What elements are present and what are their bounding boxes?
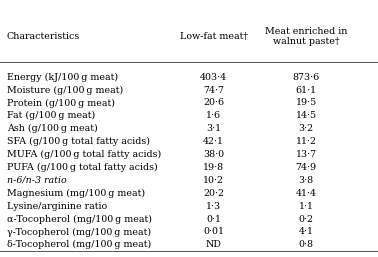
Text: 20·6: 20·6: [203, 98, 224, 107]
Text: 10·2: 10·2: [203, 176, 224, 185]
Text: 41·4: 41·4: [296, 189, 317, 198]
Text: 19·8: 19·8: [203, 163, 224, 172]
Text: Energy (kJ/100 g meat): Energy (kJ/100 g meat): [7, 72, 118, 82]
Text: Fat (g/100 g meat): Fat (g/100 g meat): [7, 111, 95, 121]
Text: 3·1: 3·1: [206, 124, 221, 133]
Text: 74·9: 74·9: [296, 163, 317, 172]
Text: SFA (g/100 g total fatty acids): SFA (g/100 g total fatty acids): [7, 137, 150, 146]
Text: 0·2: 0·2: [299, 215, 314, 224]
Text: 74·7: 74·7: [203, 86, 224, 95]
Text: 1·6: 1·6: [206, 111, 221, 120]
Text: Ash (g/100 g meat): Ash (g/100 g meat): [7, 124, 98, 133]
Text: PUFA (g/100 g total fatty acids): PUFA (g/100 g total fatty acids): [7, 163, 158, 172]
Text: 403·4: 403·4: [200, 73, 227, 82]
Text: 0·01: 0·01: [203, 227, 224, 236]
Text: Moisture (g/100 g meat): Moisture (g/100 g meat): [7, 86, 123, 95]
Text: δ-Tocopherol (mg/100 g meat): δ-Tocopherol (mg/100 g meat): [7, 240, 151, 250]
Text: 873·6: 873·6: [293, 73, 320, 82]
Text: 3·2: 3·2: [299, 124, 314, 133]
Text: 19·5: 19·5: [296, 98, 317, 107]
Text: 61·1: 61·1: [296, 86, 317, 95]
Text: 38·0: 38·0: [203, 150, 224, 159]
Text: Low-fat meat†: Low-fat meat†: [180, 32, 248, 41]
Text: Meat enriched in
walnut paste†: Meat enriched in walnut paste†: [265, 27, 347, 47]
Text: ND: ND: [206, 240, 222, 249]
Text: n-6/n-3 ratio: n-6/n-3 ratio: [7, 176, 67, 185]
Text: Lysine/arginine ratio: Lysine/arginine ratio: [7, 202, 107, 211]
Text: 14·5: 14·5: [296, 111, 317, 120]
Text: Magnesium (mg/100 g meat): Magnesium (mg/100 g meat): [7, 189, 145, 198]
Text: 0·1: 0·1: [206, 215, 221, 224]
Text: α-Tocopherol (mg/100 g meat): α-Tocopherol (mg/100 g meat): [7, 215, 152, 224]
Text: 42·1: 42·1: [203, 137, 224, 146]
Text: 20·2: 20·2: [203, 189, 224, 198]
Text: Protein (g/100 g meat): Protein (g/100 g meat): [7, 98, 115, 107]
Text: 4·1: 4·1: [299, 227, 314, 236]
Text: 3·8: 3·8: [299, 176, 314, 185]
Text: 1·1: 1·1: [299, 202, 314, 211]
Text: 0·8: 0·8: [299, 240, 314, 249]
Text: 1·3: 1·3: [206, 202, 221, 211]
Text: MUFA (g/100 g total fatty acids): MUFA (g/100 g total fatty acids): [7, 150, 161, 159]
Text: γ-Tocopherol (mg/100 g meat): γ-Tocopherol (mg/100 g meat): [7, 227, 151, 236]
Text: 11·2: 11·2: [296, 137, 317, 146]
Text: 13·7: 13·7: [296, 150, 317, 159]
Text: Characteristics: Characteristics: [7, 32, 80, 41]
